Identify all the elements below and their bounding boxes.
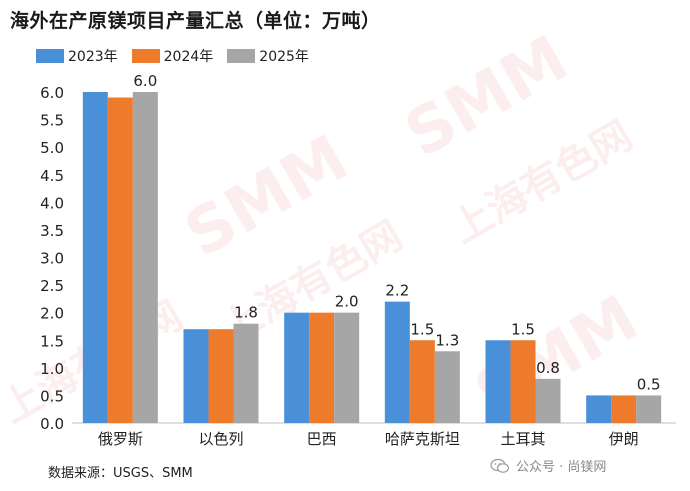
data-label: 1.5 [511,320,535,338]
legend-item-2023: 2023年 [36,46,118,66]
legend-swatch-2025 [227,49,256,63]
data-label: 1.3 [435,331,459,349]
legend-label-2025: 2025年 [259,49,309,65]
bar-2024年-以色列 [208,329,234,423]
bar-2025年-哈萨克斯坦 [434,351,460,423]
y-tick-label: 4.5 [40,167,64,185]
y-tick-label: 2.0 [40,305,64,323]
bar-2025年-以色列 [233,323,259,423]
bar-2025年-巴西 [334,312,360,423]
data-label: 2.2 [385,282,409,300]
data-label: 6.0 [133,72,157,90]
x-category-label: 巴西 [307,430,337,448]
x-category-label: 哈萨克斯坦 [385,430,460,448]
y-tick-label: 1.0 [40,360,64,378]
bar-2025年-土耳其 [535,378,561,423]
data-label: 2.0 [335,293,359,311]
bar-2023年-哈萨克斯坦 [384,301,410,423]
x-category-label: 伊朗 [609,430,639,448]
y-tick-label: 3.5 [40,222,64,240]
y-tick-label: 3.0 [40,250,64,268]
y-tick-label: 5.5 [40,112,64,130]
bar-2024年-哈萨克斯坦 [409,340,435,423]
bar-2023年-以色列 [183,329,209,423]
y-tick-label: 2.5 [40,277,64,295]
bar-2024年-俄罗斯 [107,97,133,424]
wechat-watermark: 公众号 · 尚镁网 [490,456,606,475]
data-label: 1.5 [410,320,434,338]
y-tick-label: 0.5 [40,387,64,405]
data-label: 1.8 [234,304,258,322]
y-tick-label: 0.0 [40,415,64,433]
data-label: 0.8 [536,359,560,377]
legend-item-2025: 2025年 [227,46,309,66]
legend-label-2024: 2024年 [163,49,214,65]
bar-2023年-伊朗 [586,395,612,423]
y-tick-label: 4.0 [40,194,64,212]
wechat-account-label: 公众号 · 尚镁网 [516,460,607,475]
legend-label-2023: 2023年 [68,49,118,65]
chart-legend: 2023年 2024年 2025年 [36,46,309,66]
data-source-note: 数据来源：USGS、SMM [48,466,193,481]
bar-2025年-伊朗 [636,395,662,423]
legend-swatch-2024 [131,49,160,63]
legend-item-2024: 2024年 [131,46,214,66]
x-category-label: 土耳其 [500,430,545,448]
legend-swatch-2023 [36,49,64,63]
bar-2023年-土耳其 [485,340,511,423]
y-tick-label: 6.0 [40,84,64,102]
chart-title: 海外在产原镁项目产量汇总（单位：万吨） [10,10,381,32]
wechat-icon [490,458,510,473]
y-tick-label: 5.0 [40,139,64,157]
x-category-label: 俄罗斯 [98,430,143,448]
y-tick-label: 1.5 [40,332,64,350]
data-label: 0.5 [637,375,661,393]
bar-2023年-俄罗斯 [82,92,108,423]
bar-2023年-巴西 [284,312,310,423]
bar-2025年-俄罗斯 [132,92,158,423]
x-category-label: 以色列 [198,430,243,448]
bar-2024年-伊朗 [611,395,637,423]
bar-2024年-土耳其 [510,340,536,423]
bar-2024年-巴西 [309,312,335,423]
